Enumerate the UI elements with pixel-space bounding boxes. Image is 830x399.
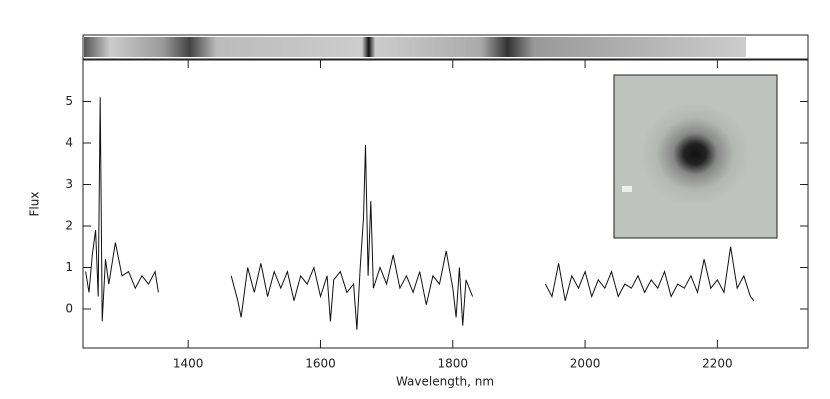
inset-spot — [622, 186, 632, 192]
inset-galaxy — [640, 104, 750, 208]
x-tick-label: 2000 — [570, 357, 601, 371]
y-tick-label: 2 — [65, 218, 73, 232]
x-tick-label: 1400 — [173, 357, 204, 371]
x-tick-label: 2200 — [702, 357, 733, 371]
y-tick-label: 1 — [65, 260, 73, 274]
y-tick-label: 4 — [65, 135, 73, 149]
y-tick-label: 5 — [65, 94, 73, 108]
y-axis-label: Flux — [28, 192, 42, 217]
x-axis-label: Wavelength, nm — [396, 375, 494, 389]
spectrum-line — [85, 97, 755, 330]
plot-frame — [82, 59, 809, 349]
spectrum-strip-image — [84, 37, 746, 57]
x-tick-label: 1800 — [438, 357, 469, 371]
y-tick-label: 0 — [65, 301, 73, 315]
y-tick-label: 3 — [65, 177, 73, 191]
x-tick-label: 1600 — [305, 357, 336, 371]
